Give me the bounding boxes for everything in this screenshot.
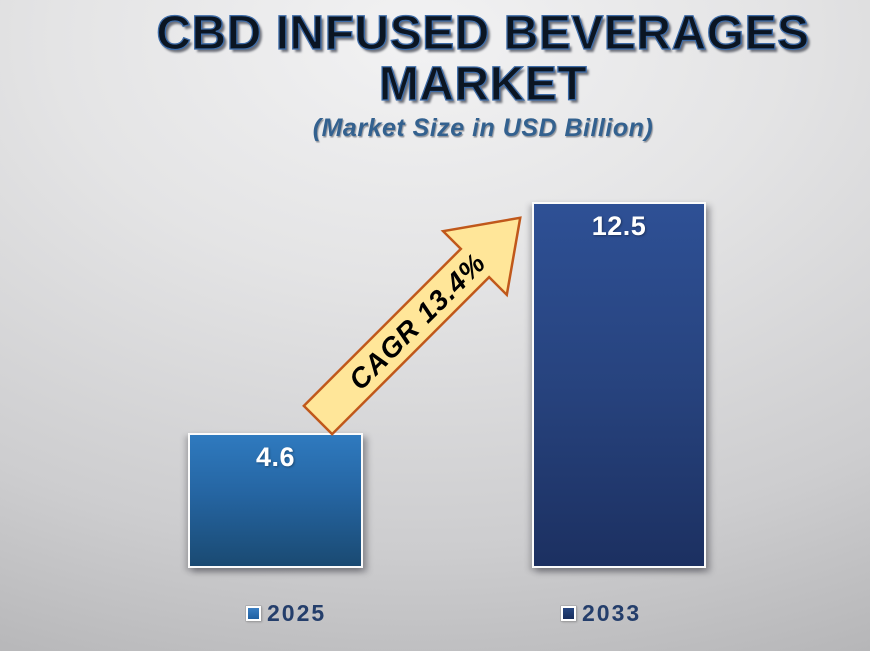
chart-subtitle: (Market Size in USD Billion) (312, 113, 654, 142)
legend-label-2033: 2033 (582, 600, 642, 626)
legend-label-2025: 2025 (267, 600, 327, 626)
legend-swatch-2033-icon (561, 606, 576, 621)
legend-swatch-2025-icon (246, 606, 261, 621)
chart-title-line-2: MARKET (378, 58, 588, 112)
cagr-annotation: CAGR 13.4% (343, 247, 492, 396)
bar-2033: 12.5 (532, 202, 706, 568)
chart-title-line-1: CBD INFUSED BEVERAGES (156, 7, 810, 60)
chart-header: CBD INFUSED BEVERAGES MARKET (Market Siz… (48, 7, 870, 143)
growth-arrow-icon (302, 216, 522, 436)
legend-item-2025: 2025 (246, 600, 326, 627)
bar-2025-value-label: 4.6 (255, 442, 296, 473)
bar-2033-value-label: 12.5 (591, 211, 647, 241)
legend-item-2033: 2033 (561, 600, 641, 627)
bar-2025: 4.6 (188, 433, 363, 568)
